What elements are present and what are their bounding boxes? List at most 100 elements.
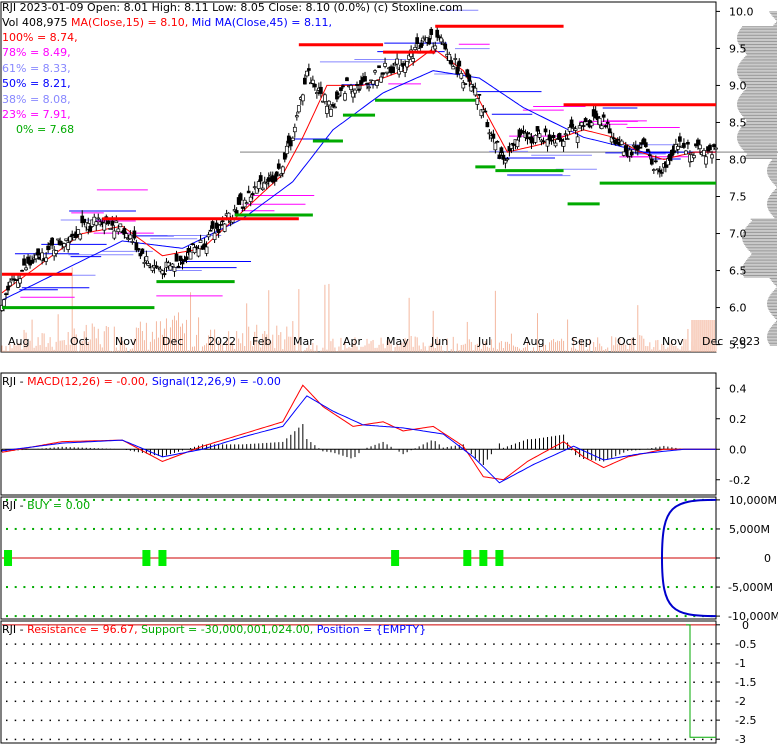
candle-body [126, 238, 131, 241]
resist-grid-dot [475, 719, 478, 722]
volume-bar [216, 349, 218, 352]
candle-body [645, 148, 650, 152]
volume-bar [338, 346, 340, 352]
buy-grid-dot [258, 615, 261, 618]
resist-grid-dot [501, 738, 504, 741]
candle-body [329, 109, 333, 117]
candle-body [609, 136, 614, 143]
fib-level-3: 50% = 8.21, [2, 77, 71, 91]
volume-bar [579, 338, 581, 352]
volume-bar [424, 346, 426, 352]
volume-bar [284, 339, 286, 352]
buy-grid-dot [66, 586, 69, 589]
volume-bar [380, 337, 382, 352]
volume-bar [464, 343, 466, 352]
candle-body [712, 144, 716, 148]
volume-bar [683, 338, 685, 352]
volume-bar [13, 343, 15, 352]
price-profile-bar [774, 322, 777, 324]
resist-grid-dot [310, 643, 312, 645]
candle-body [702, 149, 706, 156]
buy-grid-dot [180, 615, 182, 618]
buy-grid-dot [414, 586, 417, 589]
price-profile-bar [737, 103, 777, 105]
volume-bar [131, 348, 133, 352]
price-profile-bar [768, 297, 777, 299]
price-profile-bar [739, 78, 777, 80]
volume-bar [653, 347, 655, 352]
price-profile-bar [737, 41, 777, 43]
resist-grid-dot [562, 700, 565, 703]
volume-bar [707, 320, 709, 352]
resist-grid-dot [197, 700, 199, 703]
resist-grid-dot [49, 681, 51, 683]
buy-grid-dot [267, 498, 269, 501]
volume-bar [482, 342, 484, 352]
resist-grid-dot [345, 662, 347, 664]
buy-grid-dot [301, 586, 304, 589]
buy-grid-dot [545, 498, 548, 501]
resist-grid-dot [75, 719, 78, 722]
candle-body [134, 242, 139, 251]
resist-grid-dot [206, 662, 208, 664]
volume-bar [406, 339, 408, 352]
resist-grid-dot [441, 719, 443, 722]
candle-body [64, 238, 69, 241]
resist-grid-dot [232, 738, 234, 741]
resist-grid-dot [423, 662, 426, 664]
resist-grid-dot [66, 662, 69, 664]
volume-bar [450, 349, 452, 352]
candle-body [573, 128, 578, 131]
buy-grid-dot [354, 615, 356, 618]
candle-body [102, 222, 107, 231]
buy-grid-dot [127, 498, 130, 501]
volume-bar [551, 340, 553, 352]
price-profile-bar [737, 38, 777, 40]
volume-bar [661, 343, 663, 352]
volume-bar [641, 335, 643, 352]
price-profile-bar [748, 257, 777, 259]
buy-signal-marker [479, 550, 488, 566]
candle-body [477, 94, 482, 96]
volume-bar [248, 326, 250, 352]
candle-body [515, 139, 520, 148]
buy-grid-dot [684, 498, 687, 501]
resist-grid-dot [153, 681, 156, 683]
candle-body [180, 261, 185, 265]
resist-grid-dot [6, 643, 8, 645]
buy-signal-marker [142, 550, 151, 566]
buy-grid-dot [284, 527, 287, 530]
resist-grid-dot [110, 719, 112, 722]
candle-body [82, 218, 87, 223]
buy-grid-dot [510, 498, 513, 501]
resist-grid-dot [345, 681, 347, 683]
month-label: Feb [252, 335, 271, 348]
resist-grid-dot [536, 700, 539, 703]
resist-grid-dot [536, 662, 539, 664]
price-y-label: 6.0 [729, 302, 747, 315]
buy-grid-dot [519, 586, 522, 589]
price-profile-bar [744, 118, 777, 120]
buy-grid-dot [475, 498, 478, 501]
volume-bar [506, 341, 508, 352]
resist-grid-dot [545, 738, 547, 741]
volume-bar [93, 326, 95, 352]
candle-body [714, 147, 718, 150]
buy-grid-dot [571, 586, 574, 589]
buy-grid-dot [371, 615, 374, 618]
volume-bar [689, 350, 691, 352]
candle-body [359, 80, 363, 85]
candle-body [623, 145, 628, 152]
candle-body [453, 58, 458, 60]
resist-grid-dot [119, 738, 121, 741]
price-profile-bar [742, 125, 777, 127]
resist-grid-dot [684, 738, 687, 741]
volume-bar [705, 320, 707, 352]
candle-body [266, 177, 271, 182]
candle-body [621, 151, 626, 156]
resist-grid-dot [354, 700, 356, 703]
buy-grid-dot [336, 615, 339, 618]
candle-body [371, 80, 375, 85]
price-profile-bar [772, 192, 777, 194]
volume-bar [442, 350, 444, 352]
